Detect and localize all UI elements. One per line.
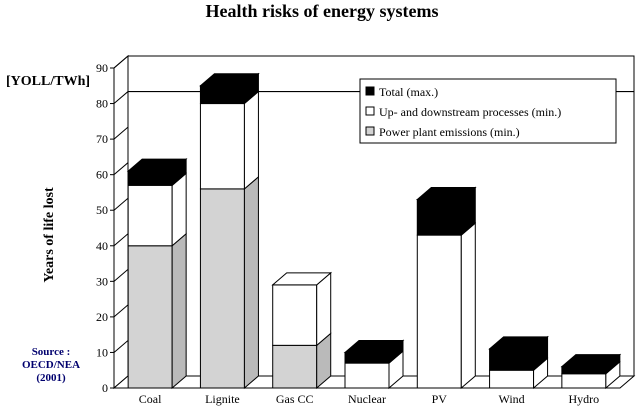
bar-segment: [344, 362, 390, 389]
y-tick-label: 90: [96, 61, 108, 75]
source-line: Source :: [31, 346, 71, 358]
legend-swatch: [365, 86, 375, 96]
legend-entry: Total (max.): [379, 85, 438, 99]
bars: [126, 72, 622, 390]
legend-entry: Up- and downstream processes (min.): [379, 105, 561, 119]
y-tick-label: 40: [96, 239, 108, 253]
x-tick-label: Wind: [498, 392, 524, 406]
y-tick-label: 10: [96, 345, 108, 359]
x-tick-label: Gas CC: [276, 392, 314, 406]
bar-top: [488, 336, 549, 350]
side-grid-line: [113, 197, 129, 211]
bar-side: [171, 232, 187, 390]
bar-segment: [272, 344, 318, 389]
side-grid-line: [113, 55, 129, 69]
bar-top: [271, 272, 333, 286]
x-axis: Coal Lignite Gas CC Nuclear PV Wind Hydro: [114, 387, 620, 406]
side-grid-line: [113, 304, 129, 318]
bar-segment: [489, 348, 535, 371]
x-tick-label: Lignite: [205, 392, 240, 406]
y-tick-label: 60: [96, 168, 108, 182]
side-grid-line: [113, 233, 129, 247]
bar-segment: [561, 366, 607, 375]
y-tick-label: 30: [96, 274, 108, 288]
bar-segment: [344, 351, 390, 364]
source-line: (2001): [36, 372, 66, 384]
side-grid-line: [113, 268, 129, 282]
bar-segment: [489, 369, 535, 389]
bar-side: [171, 172, 187, 247]
bar-side: [243, 90, 259, 190]
source-note: Source : OECD/NEA (2001): [18, 346, 84, 385]
y-tick-label: 50: [96, 203, 108, 217]
y-tick-label: 0: [102, 381, 108, 395]
bar-top: [415, 187, 477, 201]
legend-swatch: [365, 126, 375, 136]
side-grid-line: [113, 91, 129, 104]
x-tick-label: PV: [432, 392, 448, 406]
x-tick-label: Coal: [139, 392, 162, 406]
y-tick-label: 80: [96, 97, 108, 111]
side-grid-line: [113, 162, 129, 176]
legend-entry: Power plant emissions (min.): [379, 125, 520, 139]
y-tick-label: 20: [96, 310, 108, 324]
legend: Total (max.) Up- and downstream processes…: [359, 78, 617, 144]
bar-top: [560, 354, 622, 368]
y-tick-label: 70: [96, 132, 108, 146]
bar-top: [199, 73, 260, 87]
bar-segment: [127, 184, 173, 247]
side-grid-line: [113, 126, 129, 140]
y-axis: 0 10 20 30 40 50 60 70 80 90: [96, 61, 115, 395]
bar-segment: [416, 199, 462, 236]
side-wall: [113, 54, 129, 390]
bar-segment: [416, 234, 462, 389]
bar-side: [316, 271, 332, 347]
unit-label: [YOLL/TWh]: [6, 74, 91, 89]
bar-segment: [127, 170, 173, 186]
bar-segment: [272, 284, 318, 346]
chart-title: Health risks of energy systems: [205, 1, 439, 21]
bar-segment: [561, 373, 607, 389]
bar-segment: [127, 245, 173, 389]
bar-top: [343, 339, 405, 353]
x-tick-label: Hydro: [569, 392, 600, 406]
legend-swatch: [365, 106, 375, 116]
bar-side: [243, 175, 259, 390]
bar-segment: [199, 103, 245, 190]
bar-segment: [199, 85, 245, 105]
legend-box: [359, 78, 617, 144]
bar-segment: [199, 188, 245, 389]
source-line: OECD/NEA: [21, 359, 81, 371]
bar-top: [126, 158, 188, 172]
x-tick-label: Nuclear: [348, 392, 386, 406]
bar-side: [460, 222, 476, 390]
side-grid-line: [113, 340, 129, 353]
